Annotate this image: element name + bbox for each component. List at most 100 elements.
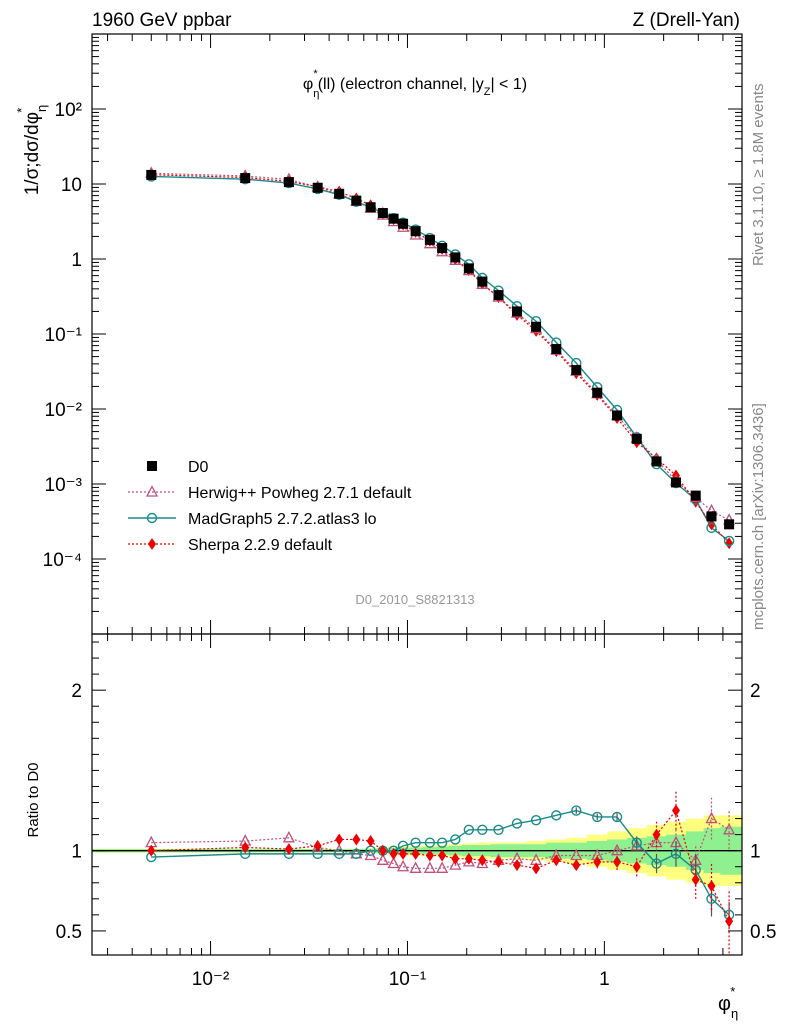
ratio-point — [424, 837, 436, 848]
legend-label: D0 — [188, 459, 209, 476]
ratio-point — [241, 841, 250, 854]
ratio-point — [551, 810, 562, 821]
y-tick-label: 10 — [61, 175, 82, 196]
ratio-point — [351, 848, 362, 860]
ratio-point — [651, 858, 662, 869]
legend-label: MadGraph5 2.7.2.atlas3 lo — [188, 511, 377, 528]
ratio-point — [610, 843, 624, 856]
data-point — [312, 182, 323, 193]
ratio-frame — [91, 633, 743, 956]
data-point — [450, 252, 461, 263]
data-point — [551, 344, 562, 355]
ratio-point — [436, 837, 448, 848]
ratio-y-tick-label: 0.5 — [56, 922, 82, 943]
ratio-y-tick-label-right: 2 — [750, 681, 761, 702]
data-point — [388, 213, 399, 224]
ratio-point — [706, 893, 717, 905]
ratio-point — [352, 833, 361, 846]
data-point — [592, 387, 603, 398]
ratio-point — [462, 855, 475, 867]
analysis-id-label: D0_2010_S8821313 — [355, 592, 474, 607]
x-tick-label: 10⁻² — [192, 969, 230, 990]
ratio-point — [399, 847, 408, 860]
ratio-point — [613, 855, 622, 868]
ratio-point — [335, 833, 344, 846]
data-point — [670, 477, 681, 488]
ratio-point — [670, 848, 682, 860]
ratio-point — [511, 818, 523, 829]
ratio-point — [451, 852, 460, 865]
data-point — [612, 410, 623, 421]
data-point — [437, 243, 448, 254]
data-point — [146, 169, 157, 180]
ratio-point — [410, 837, 421, 848]
series-line — [151, 172, 730, 521]
data-point — [511, 306, 522, 317]
y-tick-label: 10⁻² — [45, 400, 83, 421]
x-tick-label: 10⁻¹ — [389, 969, 427, 990]
ratio-point — [423, 861, 436, 873]
svg-text:1/σ;dσ/dφη*: 1/σ;dσ/dφη* — [14, 105, 49, 196]
ratio-point — [652, 828, 661, 841]
ratio-point — [707, 879, 716, 892]
svg-text:φη*: φη* — [718, 984, 738, 1021]
y-tick-label: 1 — [71, 250, 82, 271]
ratio-point — [425, 849, 434, 862]
series-triangle — [151, 172, 730, 521]
ratio-point — [723, 822, 736, 835]
data-point — [571, 365, 582, 376]
ratio-point — [493, 824, 504, 836]
ratio-point — [532, 862, 541, 875]
ratio-point — [409, 861, 422, 873]
ratio-y-tick-label: 1 — [71, 842, 82, 863]
ratio-point — [313, 839, 322, 852]
data-point — [283, 177, 294, 188]
data-point — [424, 234, 435, 245]
ratio-point — [571, 805, 582, 816]
ratio-point — [632, 860, 641, 873]
legend-marker — [146, 512, 158, 524]
data-point — [690, 490, 701, 501]
ratio-point — [387, 856, 400, 869]
legend-marker — [145, 485, 159, 497]
ratio-point — [449, 858, 462, 870]
header-left-label: 1960 GeV ppbar — [92, 10, 232, 31]
ratio-point — [411, 847, 420, 860]
ratio-point — [147, 844, 156, 857]
data-point — [531, 321, 542, 332]
ratio-line — [151, 809, 730, 916]
ratio-point — [464, 852, 473, 865]
ratio-point — [494, 855, 503, 868]
ratio-point — [512, 859, 521, 872]
legend-marker — [147, 461, 157, 471]
ratio-point — [366, 835, 375, 848]
x-axis-label: φη* — [718, 984, 738, 1021]
legend-label: Herwig++ Powheg 2.7.1 default — [188, 485, 412, 502]
source-label: mcplots.cern.ch [arXiv:1306.3436] — [750, 403, 767, 630]
data-point — [240, 173, 251, 184]
data-point — [651, 456, 662, 467]
ratio-point — [671, 804, 680, 817]
data-point — [377, 208, 388, 219]
rivet-version-label: Rivet 3.1.10, ≥ 1.8M events — [750, 83, 767, 267]
ratio-ylabel: Ratio to D0 — [25, 762, 42, 837]
ratio-point — [691, 873, 700, 886]
y-tick-label: 10⁻¹ — [45, 325, 83, 346]
ratio-point — [450, 834, 461, 845]
y-tick-label: 10⁻⁴ — [43, 550, 82, 571]
ratio-point — [376, 853, 389, 865]
ratio-point — [463, 824, 475, 836]
ratio-point — [378, 844, 387, 857]
ratio-point — [592, 811, 603, 823]
data-point — [410, 226, 421, 237]
legend: D0 Herwig++ Powheg 2.7.1 default MadGraph5… — [128, 459, 412, 554]
data-point — [706, 522, 717, 534]
data-point — [493, 290, 504, 301]
y-tick-label: 10² — [55, 100, 82, 121]
data-point — [631, 433, 642, 444]
data-point — [723, 535, 735, 547]
ratio-point — [333, 848, 345, 860]
ratio-line — [151, 809, 730, 922]
ratio-y-tick-label: 2 — [71, 681, 82, 702]
